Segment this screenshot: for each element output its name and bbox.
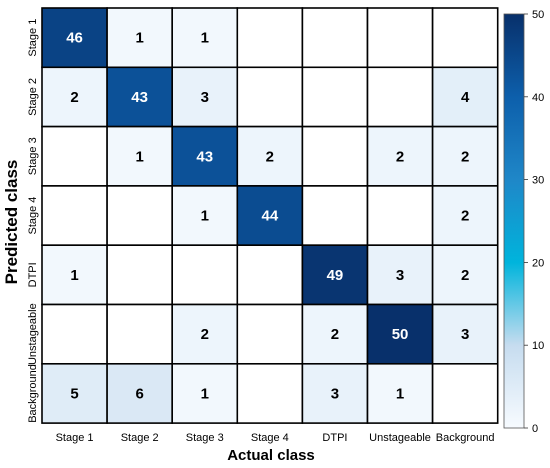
y-tick-label: Unstageable xyxy=(27,303,39,365)
heatmap-cell xyxy=(431,125,499,187)
heatmap-cell xyxy=(366,185,434,246)
heatmap-cell xyxy=(366,66,434,128)
cell-value-label: 1 xyxy=(135,148,143,165)
x-tick-labels: Stage 1 Stage 2 Stage 3 Stage 4 DTPI Unstagea… xyxy=(56,432,495,444)
cell-value-label: 2 xyxy=(266,148,274,165)
heatmap-cell xyxy=(106,244,173,306)
cell-value-label: 49 xyxy=(327,267,344,284)
heatmap-cell xyxy=(106,362,173,424)
x-axis-title: Actual class xyxy=(227,447,315,464)
heatmap-cell xyxy=(366,362,434,424)
heatmap-cell xyxy=(41,244,108,306)
heatmap-cell xyxy=(366,7,434,69)
heatmap-cell xyxy=(171,66,239,128)
cell-value-label: 1 xyxy=(201,30,209,47)
colorbar-tick-label: 40 xyxy=(532,92,544,104)
cell-value-label: 2 xyxy=(461,267,469,284)
heatmap-cell xyxy=(171,244,239,306)
heatmap-cell xyxy=(301,303,369,365)
x-tick-label: Stage 4 xyxy=(251,432,289,444)
y-tick-label: Stage 4 xyxy=(27,197,39,235)
y-tick-label: DTPI xyxy=(27,262,39,287)
heatmap-cell xyxy=(41,303,108,365)
heatmap-cell xyxy=(301,185,369,246)
x-tick-label: Stage 1 xyxy=(56,432,94,444)
cell-value-label: 4 xyxy=(461,89,470,106)
heatmap-cell xyxy=(106,303,173,365)
cell-value-label: 44 xyxy=(262,208,279,225)
cell-value-label: 3 xyxy=(396,267,404,284)
cell-value-label: 50 xyxy=(392,326,409,343)
cell-value-label: 1 xyxy=(70,267,78,284)
cell-value-label: 5 xyxy=(70,385,78,402)
cell-value-label: 46 xyxy=(66,30,83,47)
heatmap-cell xyxy=(41,185,108,246)
x-tick-label: Unstageable xyxy=(369,432,431,444)
heatmap-cell xyxy=(236,185,304,246)
heatmap-cell xyxy=(301,125,369,187)
heatmap-cell xyxy=(41,7,108,69)
x-tick-label: Stage 2 xyxy=(121,432,159,444)
heatmap-cell xyxy=(236,244,304,306)
cell-value-label: 43 xyxy=(131,89,148,106)
y-tick-label: Background xyxy=(27,364,39,423)
heatmap-cell xyxy=(366,303,434,365)
y-axis-title: Predicted class xyxy=(2,160,21,285)
colorbar xyxy=(503,13,525,429)
heatmap-cell xyxy=(236,303,304,365)
heatmap-cell xyxy=(301,244,369,306)
cell-value-label: 2 xyxy=(396,148,404,165)
heatmap-cell xyxy=(236,7,304,69)
cell-value-label: 2 xyxy=(201,326,209,343)
cell-value-label: 1 xyxy=(201,385,209,402)
colorbar-tick-label: 10 xyxy=(532,340,544,352)
heatmap-cell xyxy=(431,244,499,306)
colorbar-ticks: 0 10 20 30 40 50 xyxy=(524,9,544,435)
cell-value-label: 3 xyxy=(331,385,339,402)
heatmap-cell xyxy=(236,125,304,187)
heatmap-cell xyxy=(366,244,434,306)
cell-value-label: 1 xyxy=(396,385,404,402)
heatmap-cell xyxy=(106,125,173,187)
heatmap-cell xyxy=(431,7,499,69)
cell-value-label: 1 xyxy=(201,208,209,225)
heatmap-cells: 46 1 1 2 43 3 4 1 43 2 2 2 1 44 2 1 49 3 2 2 2 50 3 5 6 1 3 1 xyxy=(41,7,499,424)
heatmap-cell xyxy=(106,7,173,69)
cell-value-label: 2 xyxy=(461,148,469,165)
y-tick-label: Stage 2 xyxy=(27,78,39,116)
x-tick-label: Background xyxy=(436,432,495,444)
heatmap-cell xyxy=(431,303,499,365)
colorbar-tick-label: 30 xyxy=(532,175,544,187)
y-tick-label: Stage 1 xyxy=(27,19,39,57)
cell-value-label: 43 xyxy=(196,148,213,165)
cell-value-label: 3 xyxy=(201,89,209,106)
heatmap-cell xyxy=(41,125,108,187)
heatmap-cell xyxy=(301,66,369,128)
cell-value-label: 3 xyxy=(461,326,469,343)
heatmap-cell xyxy=(236,66,304,128)
x-tick-label: DTPI xyxy=(322,432,347,444)
heatmap-cell xyxy=(301,362,369,424)
colorbar-tick-label: 20 xyxy=(532,257,544,269)
cell-value-label: 1 xyxy=(135,30,143,47)
y-tick-label: Stage 3 xyxy=(27,137,39,175)
x-tick-label: Stage 3 xyxy=(186,432,224,444)
cell-value-label: 2 xyxy=(70,89,78,106)
heatmap-cell xyxy=(236,362,304,424)
y-tick-labels: Stage 1 Stage 2 Stage 3 Stage 4 DTPI Unstagea… xyxy=(27,19,39,423)
cell-value-label: 2 xyxy=(331,326,339,343)
colorbar-tick-label: 50 xyxy=(532,9,544,21)
cell-value-label: 6 xyxy=(135,385,143,402)
heatmap-cell xyxy=(106,185,173,246)
heatmap-cell xyxy=(301,7,369,69)
heatmap-cell xyxy=(171,303,239,365)
cell-value-label: 2 xyxy=(461,208,469,225)
colorbar-tick-label: 0 xyxy=(532,423,538,435)
heatmap-cell xyxy=(431,362,499,424)
